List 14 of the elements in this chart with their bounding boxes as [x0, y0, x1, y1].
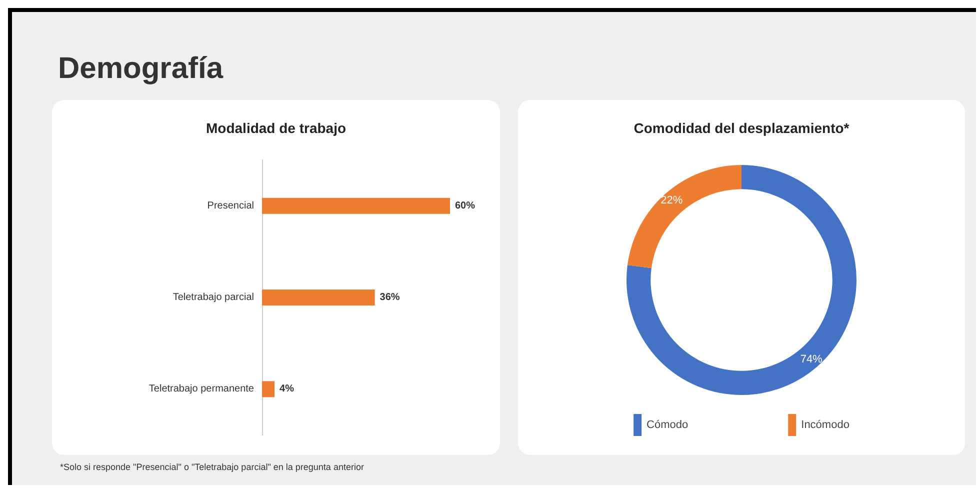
y-tick-label: Presencial — [207, 200, 254, 212]
legend-label: Cómodo — [646, 419, 688, 431]
chart-title: Modalidad de trabajo — [206, 120, 346, 136]
text: Demografía — [58, 52, 224, 86]
y-tick-label: Teletrabajo parcial — [172, 292, 254, 303]
data-label: 36% — [380, 292, 400, 303]
chart-title: Comodidad del desplazamiento* — [634, 120, 850, 136]
data-label: 74% — [800, 354, 823, 366]
data-label: 60% — [455, 200, 476, 212]
y-tick-label: Teletrabajo permanente — [148, 384, 254, 395]
data-label: 22% — [660, 194, 683, 206]
legend-label: Incómodo — [801, 419, 850, 431]
text: *Solo si responde "Presencial" o "Teletrabajo parcial" en la pregunta anterior — [60, 462, 364, 472]
data-label: 4% — [280, 384, 294, 395]
